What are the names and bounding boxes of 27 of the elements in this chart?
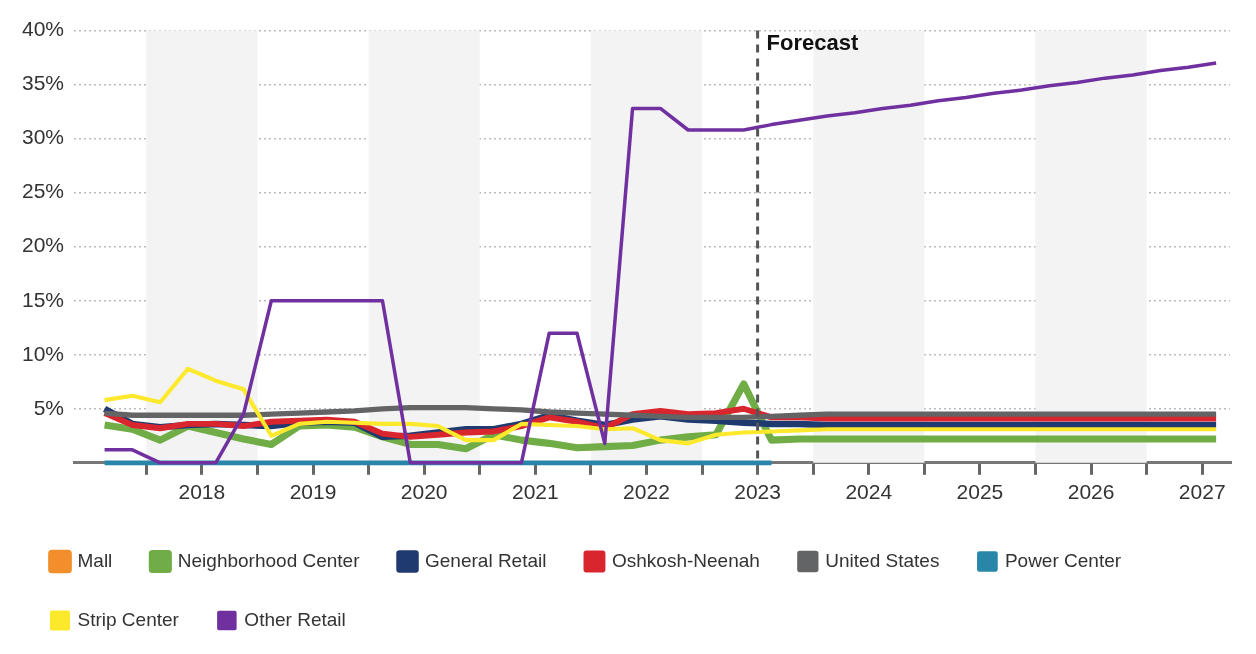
legend-label: Oshkosh-Neenah	[611, 549, 760, 571]
x-tick-label: 2020	[400, 480, 448, 504]
x-tick-label: 2027	[1178, 480, 1226, 504]
x-tick-label: 2019	[289, 480, 337, 504]
legend-label: Other Retail	[244, 608, 346, 630]
ref-line-label: Forecast	[766, 29, 859, 55]
x-tick-label: 2022	[623, 480, 670, 504]
y-tick-label: 20%	[22, 233, 65, 257]
legend-label: United States	[825, 549, 940, 571]
y-tick-label: 10%	[22, 341, 65, 365]
x-tick-label: 2026	[1067, 480, 1115, 504]
x-tick-label: 2024	[845, 480, 893, 504]
y-tick-label: 35%	[22, 71, 65, 95]
legend-label: Mall	[77, 549, 113, 571]
y-tick-label: 25%	[22, 179, 65, 203]
y-tick-label: 30%	[22, 125, 65, 149]
x-tick-label: 2018	[178, 480, 226, 504]
y-tick-label: 5%	[33, 395, 65, 419]
legend-label: Neighborhood Center	[177, 549, 361, 571]
x-tick-label: 2021	[511, 480, 559, 504]
legend-label: Power Center	[1004, 549, 1122, 571]
x-tick-label: 2023	[734, 480, 781, 504]
y-tick-label: 15%	[22, 287, 65, 311]
x-tick-label: 2025	[956, 480, 1004, 504]
y-tick-label: 40%	[22, 17, 65, 41]
legend-label: General Retail	[425, 549, 547, 571]
legend-label: Strip Center	[77, 608, 180, 630]
